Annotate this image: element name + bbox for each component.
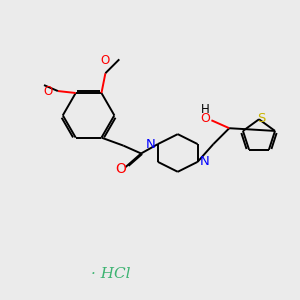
Text: N: N xyxy=(146,138,156,151)
Text: O: O xyxy=(44,85,53,98)
Text: O: O xyxy=(101,54,110,67)
Text: S: S xyxy=(257,112,265,125)
Text: N: N xyxy=(200,155,209,168)
Text: O: O xyxy=(200,112,210,125)
Text: O: O xyxy=(115,162,126,176)
Text: H: H xyxy=(201,103,210,116)
Text: · HCl: · HCl xyxy=(91,267,130,281)
